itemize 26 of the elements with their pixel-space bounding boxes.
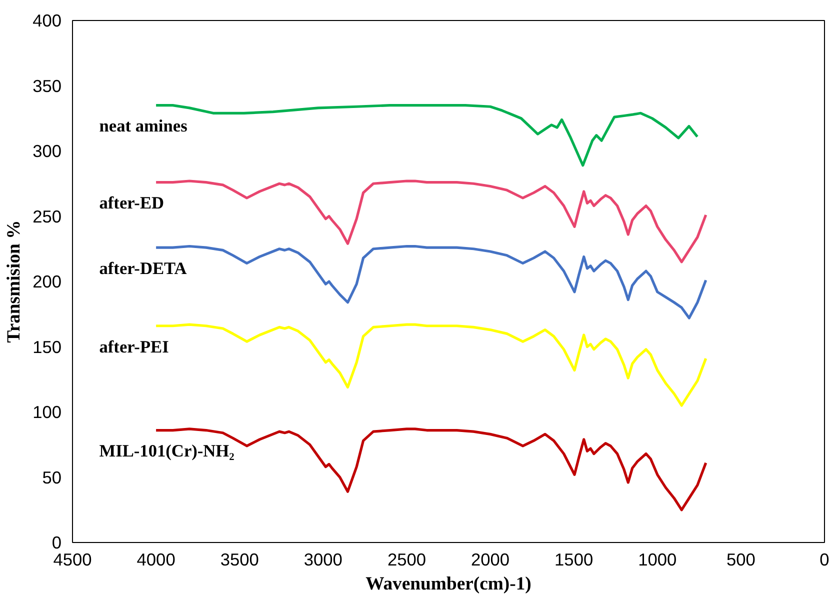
y-axis-title: Transmision % (4, 220, 25, 343)
x-tick-label: 4500 (53, 550, 92, 570)
x-tick-label: 3500 (220, 550, 259, 570)
y-tick-label: 400 (32, 10, 62, 30)
series-label: after-DETA (99, 258, 188, 278)
y-tick-label: 0 (52, 532, 62, 552)
x-tick-label: 0 (820, 550, 830, 570)
x-tick-label: 1500 (554, 550, 594, 570)
x-tick-label: 3000 (304, 550, 342, 570)
x-tick-label: 500 (726, 550, 756, 570)
y-tick-label: 150 (32, 336, 62, 357)
series-label: neat amines (99, 116, 188, 136)
series-label: MIL-101(Cr)-NH₂ (99, 442, 234, 461)
y-tick-label: 100 (32, 402, 62, 422)
x-tick-label: 2000 (471, 550, 510, 570)
y-tick-label: 50 (42, 467, 62, 488)
series-label: after-PEI (99, 337, 170, 356)
y-tick-label: 250 (32, 206, 62, 226)
x-tick-label: 1000 (638, 550, 677, 570)
x-tick-label: 2500 (387, 550, 426, 570)
y-tick-label: 300 (32, 141, 62, 161)
y-tick-label: 350 (32, 76, 62, 96)
y-tick-label: 200 (32, 272, 62, 292)
series-label: after-ED (99, 194, 164, 213)
x-axis-title: Wavenumber(cm)-1) (366, 574, 532, 594)
x-tick-label: 4000 (136, 550, 176, 570)
